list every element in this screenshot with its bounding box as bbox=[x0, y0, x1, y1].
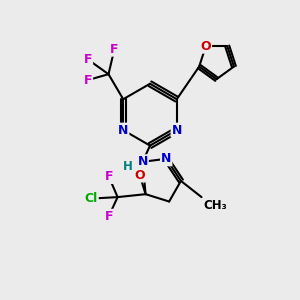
Text: F: F bbox=[84, 53, 92, 66]
Text: N: N bbox=[137, 155, 148, 168]
Text: H: H bbox=[122, 160, 132, 173]
Text: N: N bbox=[172, 124, 182, 136]
Text: O: O bbox=[200, 40, 211, 53]
Text: F: F bbox=[84, 74, 92, 87]
Text: F: F bbox=[110, 43, 118, 56]
Text: F: F bbox=[104, 210, 113, 223]
Text: CH₃: CH₃ bbox=[203, 199, 227, 212]
Text: N: N bbox=[161, 152, 171, 165]
Text: N: N bbox=[118, 124, 128, 136]
Text: Cl: Cl bbox=[85, 192, 98, 205]
Text: O: O bbox=[134, 169, 145, 182]
Text: F: F bbox=[104, 170, 113, 183]
